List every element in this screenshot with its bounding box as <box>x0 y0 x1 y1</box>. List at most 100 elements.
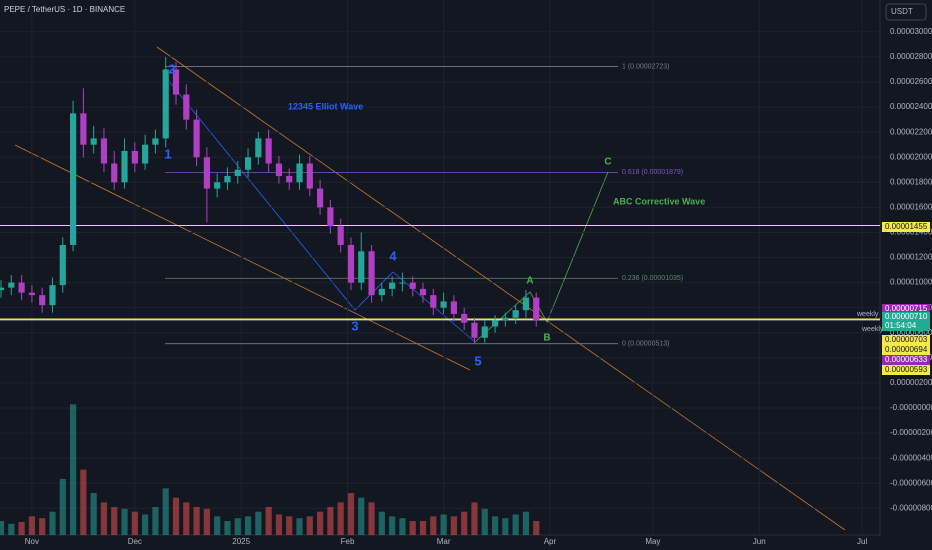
wave-label: 1 <box>164 146 171 161</box>
currency-button[interactable] <box>885 3 927 21</box>
candle-body <box>28 292 35 296</box>
y-tick-label: 0.00002600 <box>890 77 932 86</box>
volume-bar <box>183 502 190 535</box>
candle-body <box>399 282 406 284</box>
x-tick-label: Dec <box>128 537 142 546</box>
volume-bar <box>275 514 283 535</box>
candle-body <box>512 310 519 318</box>
price-label: 0.00000694 <box>885 345 928 354</box>
x-tick-label: May <box>645 537 660 546</box>
volume-bar <box>39 518 46 535</box>
y-tick-label: -0.00000200 <box>890 428 932 437</box>
volume-bar <box>502 518 509 535</box>
volume-bar <box>111 507 118 535</box>
volume-bar <box>409 521 416 535</box>
volume-bar <box>378 511 385 535</box>
volume-bar <box>8 523 15 535</box>
y-tick-label: 0.00000600 <box>890 328 932 337</box>
candle-body <box>286 176 293 183</box>
currency-label[interactable]: USDT <box>891 7 913 16</box>
fib-label: 0 (0.00000513) <box>622 341 669 348</box>
candle-body <box>491 320 499 327</box>
volume-bar <box>358 497 365 535</box>
volume-bar <box>28 516 35 535</box>
candle-body <box>327 207 334 227</box>
candle-body <box>450 301 457 314</box>
price-label-box <box>882 304 930 314</box>
wave-label: C <box>604 157 611 168</box>
volume-bar <box>533 521 540 535</box>
volume-bar <box>430 516 437 535</box>
candle-body <box>59 244 66 286</box>
candle-body <box>502 317 509 321</box>
volume-bar <box>286 516 293 535</box>
candle-body <box>203 157 210 189</box>
volume-bar <box>162 488 169 535</box>
volume-bar <box>142 514 149 535</box>
volume-bar <box>172 497 180 535</box>
candle-body <box>430 295 437 308</box>
volume-bar <box>317 511 324 535</box>
wave-label: 4 <box>389 248 397 263</box>
price-label-box <box>882 345 930 355</box>
candle-body <box>265 138 272 164</box>
candle-body <box>358 251 365 283</box>
candle-body <box>255 138 262 158</box>
candle-body <box>389 282 396 289</box>
y-tick-label: 0.00001600 <box>890 202 932 211</box>
y-tick-label: 0.00002400 <box>890 102 932 111</box>
volume-bar <box>522 511 530 535</box>
candle-body <box>337 226 344 245</box>
y-tick-label: 0.00001400 <box>890 228 932 237</box>
volume-bar <box>255 511 262 535</box>
candle-body <box>100 138 108 164</box>
volume-bar <box>491 516 499 535</box>
candle-body <box>244 157 252 170</box>
price-label: 0.00000593 <box>885 365 928 374</box>
candle-body <box>69 113 77 245</box>
wave-label: 5 <box>474 353 481 368</box>
candle-body <box>131 150 138 164</box>
candle-body <box>39 295 46 306</box>
volume-bar <box>100 502 108 535</box>
candle-body <box>533 297 540 321</box>
candle-body <box>152 138 159 145</box>
y-tick-label: -0.00000800 <box>890 503 932 512</box>
candle-body <box>111 163 118 183</box>
candle-body <box>419 288 427 296</box>
candle-body <box>378 288 385 296</box>
candle-body <box>522 297 530 311</box>
volume-bar <box>440 514 447 535</box>
volume-bar <box>214 516 221 535</box>
candle-body <box>224 176 231 183</box>
candle-body <box>80 113 87 145</box>
volume-bar <box>419 521 427 535</box>
wave-label: 2 <box>168 61 175 76</box>
price-label: 0.00000633 <box>885 355 928 364</box>
volume-bar <box>327 507 334 535</box>
volume-bar <box>296 518 303 535</box>
y-tick-label: 0.00002200 <box>890 127 932 136</box>
volume-bar <box>244 516 252 535</box>
volume-bar <box>337 502 344 535</box>
countdown-box <box>882 321 930 331</box>
volume-bar <box>471 502 478 535</box>
volume-bar <box>265 507 272 535</box>
candle-body <box>347 244 355 283</box>
fib-label: 1 (0.00002723) <box>622 63 669 70</box>
y-tick-label: 0.00001800 <box>890 177 932 186</box>
volume-bar <box>461 511 468 535</box>
price-label-box <box>882 312 930 322</box>
candle-body <box>234 169 241 177</box>
volume-bar <box>49 511 56 535</box>
price-label: 0.00000703 <box>885 335 928 344</box>
volume-bar <box>80 469 87 535</box>
symbol-title: PEPE / TetherUS · 1D · BINANCE <box>4 5 125 14</box>
annotation: 12345 Elliot Wave <box>288 101 363 111</box>
price-label: 0.00000710 <box>885 312 928 321</box>
y-tick-label: -0.00000600 <box>890 478 932 487</box>
volume-bar <box>90 493 97 535</box>
candle-body <box>172 69 180 95</box>
